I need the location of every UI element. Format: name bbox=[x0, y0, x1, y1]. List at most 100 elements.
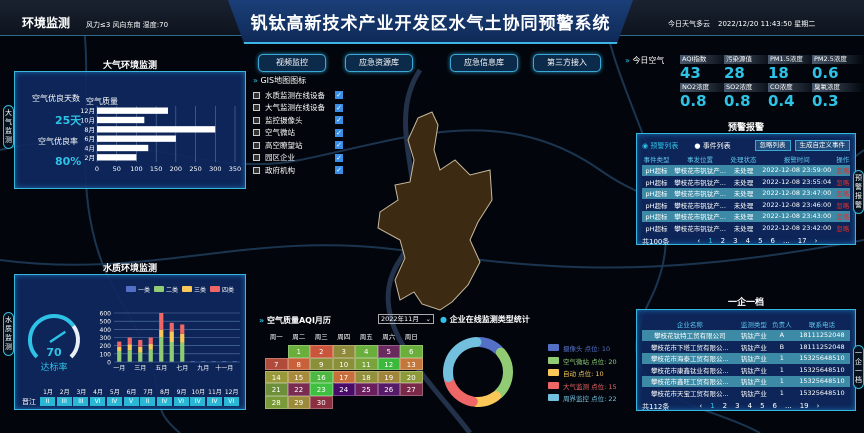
title-banner bbox=[228, 0, 633, 44]
page-link[interactable]: 1 bbox=[708, 236, 713, 245]
calendar-day[interactable]: 22 bbox=[287, 383, 310, 396]
calendar-day[interactable]: 11 bbox=[355, 357, 378, 371]
page-link[interactable]: 3 bbox=[735, 401, 740, 410]
calendar-day[interactable]: 17 bbox=[332, 370, 355, 384]
page-link[interactable]: › bbox=[816, 401, 820, 410]
table-row[interactable]: 攀枝花市海泰工贸有限公... 钒钛产业 1 15325648510 bbox=[642, 352, 850, 364]
page-link[interactable]: 4 bbox=[747, 401, 753, 410]
checkbox-checked-icon[interactable]: ✓ bbox=[335, 116, 343, 125]
page-link[interactable]: 2 bbox=[720, 236, 726, 245]
gis-layer-item[interactable]: 水质监测在线设备 ✓ bbox=[253, 89, 343, 102]
calendar-day[interactable]: 7 bbox=[265, 357, 288, 371]
calendar-day[interactable]: 28 bbox=[265, 396, 288, 409]
gis-layer-item[interactable]: 园区企业 ✓ bbox=[253, 152, 343, 165]
page-link[interactable]: 4 bbox=[745, 236, 751, 245]
nav-video-monitor[interactable]: 视频监控 bbox=[258, 54, 326, 72]
nav-third-party[interactable]: 第三方接入 bbox=[533, 54, 601, 72]
page-link[interactable]: 6 bbox=[772, 401, 777, 410]
calendar-day[interactable]: 30 bbox=[310, 396, 333, 409]
calendar-day[interactable]: 15 bbox=[287, 370, 310, 384]
calendar-day[interactable]: 29 bbox=[287, 396, 310, 409]
page-link[interactable]: ‹ bbox=[697, 236, 701, 245]
calendar-day[interactable]: 13 bbox=[400, 357, 423, 371]
ignore-list-button[interactable]: 忽略列表 bbox=[754, 140, 791, 151]
table-row[interactable]: pH超标 攀枝花市钒钛产... 未处理 2022-12-08 23:46:00 忽略 bbox=[642, 199, 850, 211]
table-row[interactable]: 攀枝花市康鑫钛业有限公... 钒钛产业 1 15325648510 bbox=[642, 364, 850, 376]
calendar-day[interactable]: 8 bbox=[287, 357, 310, 371]
calendar-day[interactable]: 19 bbox=[377, 370, 400, 384]
page-link[interactable]: 3 bbox=[733, 236, 738, 245]
calendar-day[interactable]: 10 bbox=[332, 357, 355, 371]
calendar-day[interactable]: 23 bbox=[310, 383, 333, 396]
page-link[interactable]: ... bbox=[783, 236, 790, 245]
nav-emergency-resources[interactable]: 应急资源库 bbox=[345, 54, 413, 72]
gis-layer-item[interactable]: 空气微站 ✓ bbox=[253, 127, 343, 140]
calendar-day[interactable]: 21 bbox=[265, 383, 288, 396]
ignore-action[interactable]: 忽略 bbox=[835, 187, 850, 199]
x-tick-label: 200 bbox=[170, 165, 182, 173]
calendar-day[interactable]: 1 bbox=[287, 345, 310, 358]
table-row[interactable]: 攀枝花钛特工贸有限公司 钒钛产业 A 18111252048 bbox=[642, 329, 850, 341]
table-row[interactable]: 攀枝花市天宝工贸有限公... 钒钛产业 1 15325648510 bbox=[642, 387, 850, 399]
table-row[interactable]: 攀枝花市鑫旺工贸有限公... 钒钛产业 1 15325648510 bbox=[642, 375, 850, 387]
table-cell: 攀枝花钛特工贸有限公司 bbox=[642, 329, 738, 341]
table-row[interactable]: pH超标 攀枝花市钒钛产... 未处理 2022-12-08 23:43:00 忽略 bbox=[642, 210, 850, 222]
calendar-day[interactable]: 6 bbox=[400, 345, 423, 358]
table-row[interactable]: pH超标 攀枝花市钒钛产... 未处理 2022-12-08 23:59:00 忽略 bbox=[642, 164, 850, 176]
calendar-day[interactable]: 12 bbox=[377, 357, 400, 371]
legend-item: 周界监控 点位: 22 bbox=[548, 393, 617, 406]
page-link[interactable]: ‹ bbox=[699, 401, 703, 410]
calendar-day[interactable]: 25 bbox=[355, 383, 378, 396]
calendar-day[interactable]: 27 bbox=[400, 383, 423, 396]
generate-event-button[interactable]: 生成自定义事件 bbox=[794, 140, 850, 151]
gis-layer-item[interactable]: 大气监测在线设备 ✓ bbox=[253, 102, 343, 115]
calendar-day[interactable]: 4 bbox=[355, 345, 378, 358]
side-tab-enterprise[interactable]: 一企一档 bbox=[853, 345, 864, 389]
page-link[interactable]: 6 bbox=[770, 236, 775, 245]
table-row[interactable]: pH超标 攀枝花市钒钛产... 未处理 2022-12-08 23:47:00 忽略 bbox=[642, 187, 850, 199]
page-link[interactable]: 17 bbox=[797, 236, 807, 245]
ignore-action[interactable]: 忽略 bbox=[836, 201, 850, 210]
enterprise-table: 企业名称 监测类型 负责人 联系电话 攀枝花钛特工贸有限公司 钒钛产业 A 181112520… bbox=[642, 318, 850, 399]
calendar-day[interactable]: 26 bbox=[377, 383, 400, 396]
ignore-action[interactable]: 忽略 bbox=[835, 164, 850, 176]
calendar-day[interactable]: 24 bbox=[332, 383, 355, 396]
calendar-day[interactable]: 16 bbox=[310, 370, 333, 384]
checkbox-checked-icon[interactable]: ✓ bbox=[335, 153, 343, 162]
ignore-action[interactable]: 忽略 bbox=[836, 178, 850, 187]
table-row[interactable]: pH超标 攀枝花市钒钛产... 未处理 2022-12-08 23:42:00 忽略 bbox=[642, 222, 850, 234]
table-row[interactable]: 攀枝花市下塔工贸有限公... 钒钛产业 B 18111252048 bbox=[642, 341, 850, 353]
calendar-day[interactable]: 2 bbox=[310, 345, 333, 358]
page-link[interactable]: 5 bbox=[760, 401, 765, 410]
gis-layer-item[interactable]: 高空瞭望站 ✓ bbox=[253, 139, 343, 152]
checkbox-checked-icon[interactable]: ✓ bbox=[335, 103, 343, 112]
gis-layer-item[interactable]: 监控摄像头 ✓ bbox=[253, 114, 343, 127]
checkbox-checked-icon[interactable]: ✓ bbox=[335, 166, 343, 175]
table-row[interactable]: pH超标 攀枝花市钒钛产... 未处理 2022-12-08 23:55:04 忽略 bbox=[642, 176, 850, 188]
radio-event-list[interactable]: ● 事件列表 bbox=[694, 141, 731, 150]
page-link[interactable]: ... bbox=[785, 401, 792, 410]
calendar-day[interactable]: 5 bbox=[377, 345, 400, 358]
checkbox-checked-icon[interactable]: ✓ bbox=[335, 128, 343, 137]
nav-emergency-info[interactable]: 应急信息库 bbox=[450, 54, 518, 72]
checkbox-checked-icon[interactable]: ✓ bbox=[335, 141, 343, 150]
gis-layer-item[interactable]: 政府机构 ✓ bbox=[253, 164, 343, 177]
page-link[interactable]: 2 bbox=[722, 401, 728, 410]
month-select[interactable]: 2022年11月 ⌄ bbox=[378, 314, 434, 324]
calendar-day[interactable]: 3 bbox=[332, 345, 355, 358]
page-link[interactable]: 5 bbox=[758, 236, 763, 245]
calendar-day[interactable]: 18 bbox=[355, 370, 378, 384]
calendar-day[interactable]: 14 bbox=[265, 370, 288, 384]
page-link[interactable]: 1 bbox=[710, 401, 715, 410]
page-link[interactable]: › bbox=[814, 236, 818, 245]
page-link[interactable]: 19 bbox=[799, 401, 809, 410]
calendar-day[interactable]: 20 bbox=[400, 370, 423, 384]
side-tab-air[interactable]: 大气监测 bbox=[3, 105, 14, 149]
calendar-day[interactable]: 9 bbox=[310, 357, 333, 371]
checkbox-checked-icon[interactable]: ✓ bbox=[335, 91, 343, 100]
ignore-action[interactable]: 忽略 bbox=[836, 224, 850, 233]
ignore-action[interactable]: 忽略 bbox=[835, 210, 850, 222]
side-tab-warning[interactable]: 预警报警 bbox=[853, 170, 864, 214]
radio-warning-list[interactable]: ◉ 预警列表 bbox=[642, 141, 679, 150]
side-tab-water[interactable]: 水质监测 bbox=[3, 312, 14, 356]
